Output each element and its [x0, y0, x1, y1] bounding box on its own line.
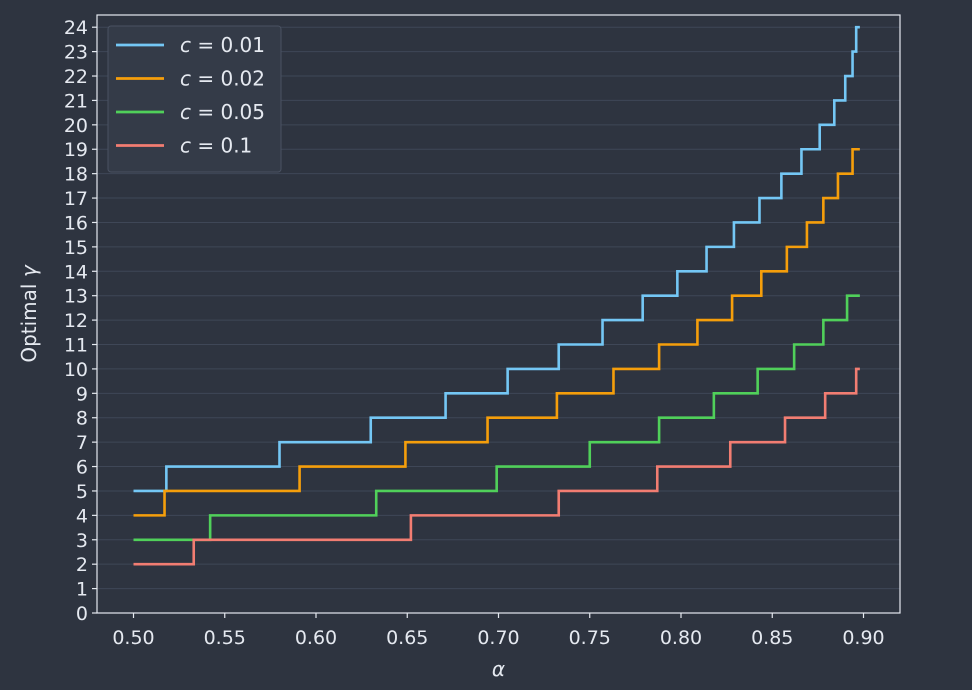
x-tick-label: 0.85 [751, 627, 793, 649]
x-axis: 0.50 0.55 0.60 0.65 0.70 0.75 0.80 0.85 0.90 [112, 613, 885, 649]
y-tick-label: 18 [64, 164, 88, 186]
x-tick-label: 0.65 [386, 627, 428, 649]
x-tick-label: 0.80 [660, 627, 702, 649]
y-tick-label: 8 [76, 408, 88, 430]
y-tick-label: 0 [76, 603, 88, 625]
y-tick-label: 10 [64, 359, 88, 381]
legend-entry: c = 0.01 [180, 33, 265, 57]
y-tick-label: 12 [64, 310, 88, 332]
x-tick-label: 0.55 [204, 627, 246, 649]
series-line-4 [133, 367, 860, 566]
legend: c = 0.01 c = 0.02 c = 0.05 c = 0.1 [107, 25, 282, 173]
y-tick-label: 21 [64, 90, 88, 112]
legend-entry: c = 0.05 [180, 100, 265, 124]
y-tick-label: 24 [64, 17, 88, 39]
plot-series [133, 25, 860, 566]
y-tick-label: 19 [64, 139, 88, 161]
y-axis-label: Optimal γ [17, 264, 41, 363]
series-line-2 [133, 147, 860, 517]
x-tick-label: 0.75 [569, 627, 611, 649]
y-tick-label: 7 [76, 432, 88, 454]
x-axis-label: α [492, 657, 505, 681]
y-tick-label: 5 [76, 481, 88, 503]
y-tick-label: 13 [64, 286, 88, 308]
x-tick-label: 0.90 [842, 627, 884, 649]
y-tick-label: 3 [76, 530, 88, 552]
x-tick-label: 0.70 [477, 627, 519, 649]
y-tick-label: 20 [64, 115, 88, 137]
y-tick-label: 2 [76, 554, 88, 576]
y-tick-label: 16 [64, 212, 88, 234]
legend-entry: c = 0.1 [180, 134, 252, 158]
series-line-1 [133, 25, 860, 493]
x-tick-label: 0.50 [112, 627, 154, 649]
x-tick-label: 0.60 [295, 627, 337, 649]
series-line-3 [133, 294, 860, 542]
legend-entry: c = 0.02 [180, 67, 265, 91]
y-tick-label: 22 [64, 66, 88, 88]
y-tick-label: 9 [76, 383, 88, 405]
y-tick-label: 17 [64, 188, 88, 210]
y-tick-label: 14 [64, 261, 88, 283]
y-tick-label: 23 [64, 42, 88, 64]
y-tick-label: 1 [76, 579, 88, 601]
legend-box [107, 25, 282, 173]
y-tick-label: 11 [64, 335, 88, 357]
y-tick-label: 6 [76, 457, 88, 479]
y-tick-label: 4 [76, 505, 88, 527]
y-tick-label: 15 [64, 237, 88, 259]
